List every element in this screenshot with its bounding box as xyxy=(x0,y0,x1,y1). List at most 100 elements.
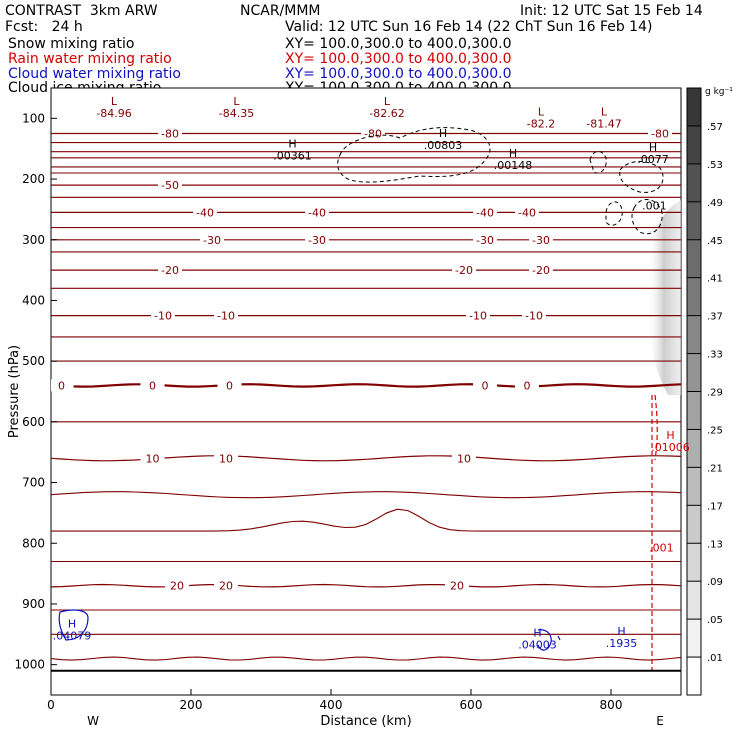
extremum-marker: H xyxy=(649,141,657,154)
colorbar-swatch xyxy=(687,201,701,240)
y-tick-label: 300 xyxy=(22,233,45,247)
isotherm-label: -50 xyxy=(161,179,179,192)
cloud-water-contour-2 xyxy=(537,629,552,651)
isotherm-label-bg xyxy=(445,579,469,592)
y-tick-label: 900 xyxy=(22,597,45,611)
plot-frame xyxy=(50,87,682,696)
isotherm-label: 20 xyxy=(450,580,464,593)
isotherm-label-bg xyxy=(193,206,217,219)
y-tick-label: 600 xyxy=(22,415,45,429)
y-axis-label: Pressure (hPa) xyxy=(7,345,22,438)
extremum-marker: H xyxy=(68,617,76,630)
isotherm-label: 0 xyxy=(524,379,531,392)
isotherm-label: -20 xyxy=(455,264,473,277)
isotherm-label: -40 xyxy=(518,206,536,219)
y-tick-label: 800 xyxy=(22,536,45,550)
colorbar-swatch xyxy=(687,88,701,126)
isotherm-label-bg xyxy=(522,309,546,322)
isotherm-label-bg xyxy=(648,127,672,140)
cloud-water-contour-3 xyxy=(557,635,561,641)
isotherm-line xyxy=(51,508,681,532)
extremum-value: .00361 xyxy=(273,150,312,163)
isotherm-label-bg xyxy=(214,452,238,465)
extremum-value: .04003 xyxy=(518,638,557,651)
extremum-marker: L xyxy=(111,95,118,108)
x-end-label-east: E xyxy=(656,714,664,728)
isotherm-label: -10 xyxy=(525,310,543,323)
isotherm-label-bg xyxy=(515,379,539,392)
isotherm-label: -80 xyxy=(161,128,179,141)
isotherm-label: 10 xyxy=(219,452,233,465)
x-tick-label: 600 xyxy=(460,698,483,712)
isotherm-label-bg xyxy=(529,264,553,277)
field-label-rain: Rain water mixing ratio xyxy=(8,51,172,67)
colorbar-swatch xyxy=(687,353,701,392)
isotherm-label-bg xyxy=(51,379,74,392)
colorbar-swatch xyxy=(687,277,701,316)
field-label-cloud-water: Cloud water mixing ratio xyxy=(8,66,181,82)
isotherm-label: 10 xyxy=(146,452,160,465)
isotherm-label-bg xyxy=(214,579,238,592)
isotherm-label-bg xyxy=(452,452,476,465)
extremum-value: -81.47 xyxy=(586,118,621,131)
colorbar-tick-label: .41 xyxy=(707,274,723,285)
extremum-marker: H xyxy=(509,147,517,160)
colorbar-swatch xyxy=(687,239,701,278)
isotherm-label: -80 xyxy=(651,128,669,141)
isotherm-label: -20 xyxy=(532,264,550,277)
extremum-marker: L xyxy=(538,106,545,119)
y-tick-label: 1000 xyxy=(14,658,45,672)
isotherm-label-bg xyxy=(158,127,182,140)
extremum-value: .04079 xyxy=(53,629,92,642)
isotherm-label-bg xyxy=(158,179,182,192)
colorbar-tick-label: .21 xyxy=(707,463,723,474)
isotherm-label: -30 xyxy=(532,234,550,247)
isotherm-label-bg xyxy=(473,379,497,392)
colorbar-tick-label: .09 xyxy=(707,577,723,588)
rain-contour-2 xyxy=(654,394,658,461)
colorbar-unit: g kg⁻¹ xyxy=(705,87,733,97)
colorbar-tick-label: .29 xyxy=(707,388,723,399)
colorbar-swatch xyxy=(687,163,701,202)
colorbar-swatch xyxy=(687,543,701,582)
isotherm-label-bg xyxy=(452,264,476,277)
isotherm-label: -10 xyxy=(469,310,487,323)
colorbar-tick-label: .37 xyxy=(707,312,723,323)
isotherm-label: 20 xyxy=(170,580,184,593)
colorbar-tick-label: .01 xyxy=(707,653,723,664)
cloud-ice-contours xyxy=(337,127,664,235)
isotherm-label-bg xyxy=(473,206,497,219)
cloud-water-contour-1 xyxy=(58,609,89,641)
isotherm-label-bg xyxy=(529,233,553,246)
isotherm-label-bg xyxy=(466,309,490,322)
isotherm-label-bg xyxy=(305,233,329,246)
extremum-marker: H xyxy=(533,626,541,639)
isotherm-label: -10 xyxy=(154,310,172,323)
extremum-value: .01006 xyxy=(651,441,690,454)
isotherm-label-bg xyxy=(151,309,175,322)
colorbar-swatch xyxy=(687,315,701,354)
init-time: Init: 12 UTC Sat 15 Feb 14 xyxy=(520,3,703,19)
colorbar-tick-label: .57 xyxy=(707,122,723,133)
colorbar-swatch xyxy=(687,505,701,544)
x-tick-label: 200 xyxy=(180,698,203,712)
field-xy-snow: XY= 100.0,300.0 to 400.0,300.0 xyxy=(285,36,512,52)
field-label-snow: Snow mixing ratio xyxy=(8,36,135,52)
y-tick-label: 100 xyxy=(22,111,45,125)
colorbar-swatch xyxy=(687,657,701,695)
extremum-value: .00803 xyxy=(424,139,463,152)
isotherm-label: -40 xyxy=(476,206,494,219)
extremum-marker: H xyxy=(439,127,447,140)
isotherm-label: 10 xyxy=(457,452,471,465)
field-xy-cloud-water: XY= 100.0,300.0 to 400.0,300.0 xyxy=(285,66,512,82)
ice-contour-1 xyxy=(337,127,491,183)
isotherm-label-bg xyxy=(140,452,165,465)
isotherm-label: 0 xyxy=(226,379,233,392)
isotherm-label-bg xyxy=(165,579,189,592)
isotherm-label-bg xyxy=(473,233,497,246)
colorbar-swatch xyxy=(687,391,701,430)
colorbar-tick-label: .05 xyxy=(707,615,723,626)
rain-contours xyxy=(651,394,658,670)
x-tick-label: 800 xyxy=(600,698,623,712)
